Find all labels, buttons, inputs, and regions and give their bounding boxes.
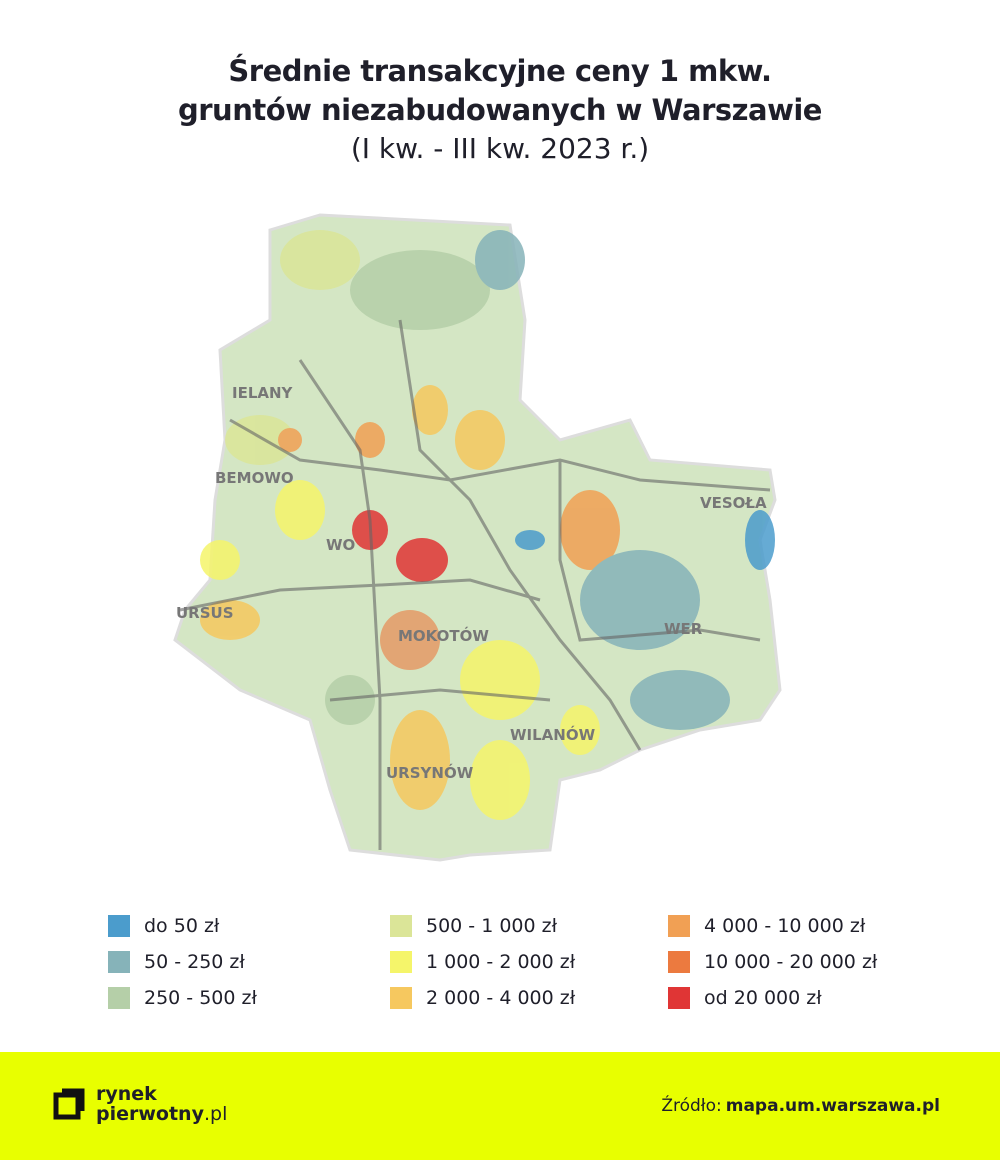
legend-swatch: [668, 951, 690, 973]
legend-label: od 20 000 zł: [704, 987, 822, 1009]
legend-item: 1 000 - 2 000 zł: [390, 944, 668, 980]
district-label: MOKOTÓW: [398, 626, 489, 645]
legend-label: 250 - 500 zł: [144, 987, 257, 1009]
source-link: mapa.um.warszawa.pl: [725, 1096, 940, 1116]
district-label: IELANY: [232, 384, 294, 402]
legend-label: 4 000 - 10 000 zł: [704, 915, 866, 937]
legend-item: od 20 000 zł: [668, 980, 928, 1016]
legend-label: 50 - 250 zł: [144, 951, 245, 973]
legend-label: 500 - 1 000 zł: [426, 915, 558, 937]
legend-swatch: [390, 915, 412, 937]
legend-label: do 50 zł: [144, 915, 220, 937]
legend-item: 4 000 - 10 000 zł: [668, 908, 928, 944]
price-areas: [200, 230, 775, 820]
logo-suffix: .pl: [203, 1103, 228, 1125]
legend-swatch: [390, 987, 412, 1009]
legend-item: 2 000 - 4 000 zł: [390, 980, 668, 1016]
legend-item: 10 000 - 20 000 zł: [668, 944, 928, 980]
legend-swatch: [108, 951, 130, 973]
legend-item: 50 - 250 zł: [108, 944, 390, 980]
legend: do 50 zł 50 - 250 zł 250 - 500 zł 500 - 1 0…: [108, 908, 928, 1016]
legend-swatch: [108, 915, 130, 937]
legend-label: 10 000 - 20 000 zł: [704, 951, 878, 973]
map: IELANY BEMOWO WO MOKOTÓW URSUS VESOŁA WE…: [173, 213, 782, 862]
logo-line: pierwotny: [96, 1103, 204, 1125]
title-line: Średnie transakcyjne ceny 1 mkw.: [228, 54, 772, 88]
legend-label: 1 000 - 2 000 zł: [426, 951, 576, 973]
logo-line: rynek: [96, 1083, 157, 1105]
subtitle: (I kw. - III kw. 2023 r.): [350, 132, 650, 165]
title-line: gruntów niezabudowanych w Warszawie: [178, 93, 822, 127]
district-label: WILANÓW: [510, 725, 596, 744]
district-label: URSUS: [176, 604, 234, 622]
logo: rynek pierwotny.pl: [52, 1084, 227, 1124]
district-label: WO: [326, 536, 355, 554]
legend-item: 250 - 500 zł: [108, 980, 390, 1016]
district-label: VESOŁA: [700, 494, 767, 512]
source-label: Źródło:: [661, 1096, 722, 1116]
source: Źródło: mapa.um.warszawa.pl: [661, 1096, 940, 1116]
legend-swatch: [668, 987, 690, 1009]
district-label: BEMOWO: [215, 469, 294, 487]
legend-label: 2 000 - 4 000 zł: [426, 987, 576, 1009]
legend-swatch: [108, 987, 130, 1009]
legend-item: do 50 zł: [108, 908, 390, 944]
footer: rynek pierwotny.pl Źródło: mapa.um.warsza…: [0, 1052, 1000, 1160]
logo-icon: [53, 1088, 85, 1120]
district-label: URSYNÓW: [386, 763, 474, 782]
legend-swatch: [390, 951, 412, 973]
legend-item: 500 - 1 000 zł: [390, 908, 668, 944]
district-label: WER: [664, 620, 703, 638]
legend-swatch: [668, 915, 690, 937]
roads: [179, 319, 771, 850]
